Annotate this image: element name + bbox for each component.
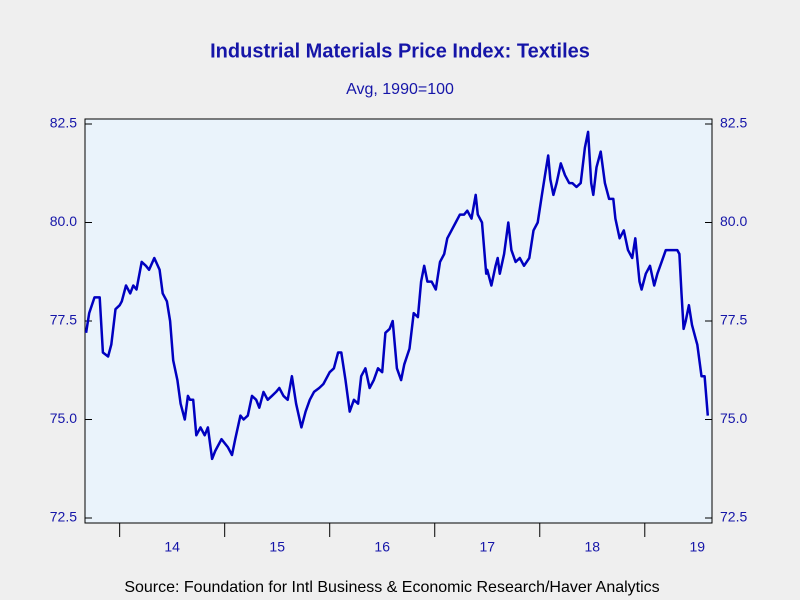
y-tick-label: 72.5 (50, 509, 77, 525)
y2-tick-label: 82.5 (720, 115, 747, 131)
y2-tick-label: 75.0 (720, 410, 747, 426)
y2-tick-label: 72.5 (720, 509, 747, 525)
x-tick-label: 14 (164, 539, 180, 555)
x-tick-label: 18 (584, 539, 600, 555)
y2-tick-label: 77.5 (720, 312, 747, 328)
source-note: Source: Foundation for Intl Business & E… (124, 579, 659, 596)
x-tick-label: 17 (479, 539, 495, 555)
chart-title: Industrial Materials Price Index: Textil… (210, 40, 590, 62)
y-tick-label: 80.0 (50, 213, 77, 229)
x-tick-label: 19 (690, 539, 706, 555)
data-line (84, 130, 710, 461)
y2-tick-label: 80.0 (720, 213, 747, 229)
x-tick-label: 16 (374, 539, 390, 555)
y-tick-label: 75.0 (50, 410, 77, 426)
plot-area (84, 118, 713, 524)
y-tick-label: 77.5 (50, 312, 77, 328)
x-tick-label: 15 (269, 539, 285, 555)
y-tick-label: 82.5 (50, 115, 77, 131)
chart-subtitle: Avg, 1990=100 (346, 81, 454, 98)
